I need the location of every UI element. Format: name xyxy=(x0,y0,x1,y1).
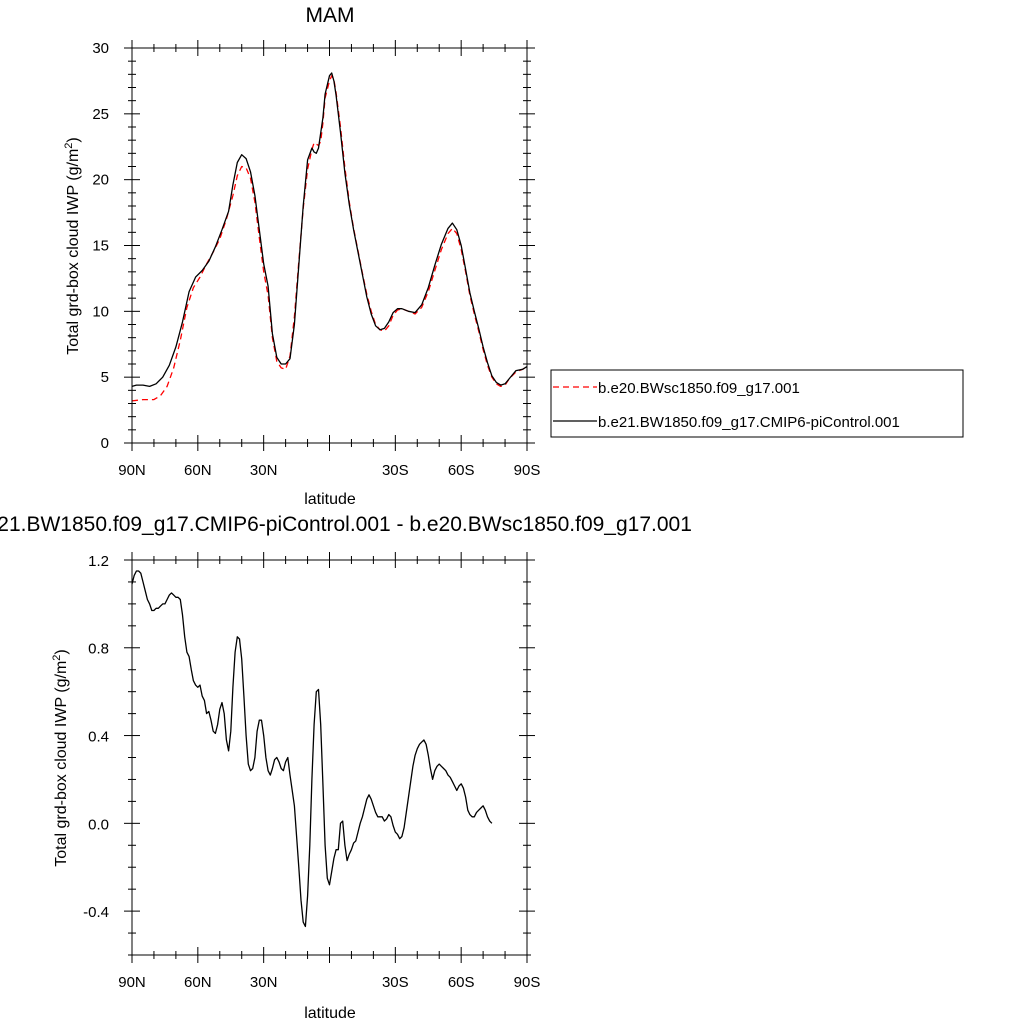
y-tick-label: -0.4 xyxy=(83,904,109,921)
y-axis-label-main: Total grd-box cloud IWP (g/m xyxy=(53,661,70,867)
x-tick-label: 60N xyxy=(184,974,212,991)
legend: b.e20.BWsc1850.f09_g17.001 b.e21.BW1850.… xyxy=(550,369,964,438)
series-line-difference xyxy=(131,570,493,928)
bottom-chart-plot xyxy=(124,552,535,963)
y-tick-label: 30 xyxy=(92,40,109,57)
y-axis-label-superscript: 2 xyxy=(63,143,75,149)
legend-label: b.e20.BWsc1850.f09_g17.001 xyxy=(598,380,800,397)
bottom-chart-title: b.e21.BW1850.f09_g17.CMIP6-piControl.001… xyxy=(0,513,692,536)
y-tick-label: 25 xyxy=(92,106,109,123)
top-tick-marks xyxy=(124,40,535,451)
y-tick-label: 10 xyxy=(92,303,109,320)
top-chart-title: MAM xyxy=(306,4,355,27)
y-tick-label: 15 xyxy=(92,238,109,255)
y-axis-label-close: ) xyxy=(65,137,82,142)
series-path xyxy=(131,75,528,402)
top-y-tick-labels: 0 5 10 15 20 25 30 xyxy=(92,40,109,452)
y-tick-label: 0.8 xyxy=(88,641,109,658)
y-tick-label: 5 xyxy=(101,369,109,386)
y-tick-label: 1.2 xyxy=(88,553,109,570)
x-tick-label: 90S xyxy=(514,462,541,479)
top-x-axis-label: latitude xyxy=(304,491,356,508)
x-tick-label: 30N xyxy=(250,974,278,991)
x-tick-label: 90N xyxy=(118,974,146,991)
y-axis-label-superscript: 2 xyxy=(51,655,63,661)
top-plot-frame xyxy=(131,47,528,444)
legend-box xyxy=(550,369,964,438)
top-chart: MAM 90N 60N 30N 30S 60S 90S 0 5 10 15 20… xyxy=(63,4,540,508)
x-tick-label: 90S xyxy=(514,974,541,991)
bottom-tick-marks xyxy=(124,552,535,963)
series-path xyxy=(131,72,528,388)
legend-label: b.e21.BW1850.f09_g17.CMIP6-piControl.001 xyxy=(598,414,900,431)
bottom-plot-frame xyxy=(131,559,528,956)
y-tick-label: 0 xyxy=(101,435,109,452)
top-y-axis-label: Total grd-box cloud IWP (g/m2) xyxy=(63,137,82,354)
bottom-y-axis-label: Total grd-box cloud IWP (g/m2) xyxy=(51,649,70,866)
y-tick-label: 0.0 xyxy=(88,816,109,833)
series-line-bwsc1850 xyxy=(131,75,528,402)
bottom-chart: b.e21.BW1850.f09_g17.CMIP6-piControl.001… xyxy=(0,513,692,1022)
bottom-x-tick-labels: 90N 60N 30N 30S 60S 90S xyxy=(118,974,540,991)
y-tick-label: 0.4 xyxy=(88,729,109,746)
y-axis-label-close: ) xyxy=(53,649,70,654)
top-x-tick-labels: 90N 60N 30N 30S 60S 90S xyxy=(118,462,540,479)
x-tick-label: 60S xyxy=(448,974,475,991)
y-axis-label-main: Total grd-box cloud IWP (g/m xyxy=(65,149,82,355)
x-tick-label: 60N xyxy=(184,462,212,479)
bottom-x-axis-label: latitude xyxy=(304,1005,356,1022)
top-chart-plot xyxy=(124,40,535,451)
x-tick-label: 60S xyxy=(448,462,475,479)
series-path xyxy=(131,570,493,928)
y-tick-label: 20 xyxy=(92,172,109,189)
bottom-y-tick-labels: -0.4 0.0 0.4 0.8 1.2 xyxy=(83,553,109,921)
series-line-bw1850-cmip6 xyxy=(131,72,528,388)
x-tick-label: 90N xyxy=(118,462,146,479)
x-tick-label: 30N xyxy=(250,462,278,479)
x-tick-label: 30S xyxy=(382,974,409,991)
x-tick-label: 30S xyxy=(382,462,409,479)
